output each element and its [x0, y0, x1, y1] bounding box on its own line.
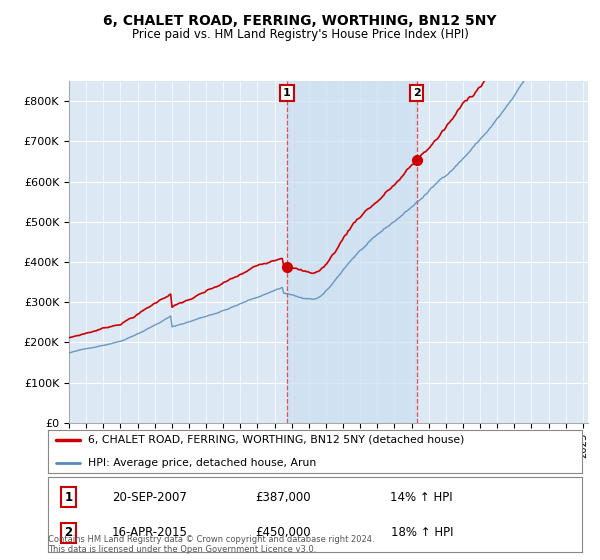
Text: £450,000: £450,000	[255, 526, 311, 539]
Text: 20-SEP-2007: 20-SEP-2007	[112, 491, 187, 504]
Text: 18% ↑ HPI: 18% ↑ HPI	[391, 526, 453, 539]
Text: 2: 2	[64, 526, 73, 539]
Text: Price paid vs. HM Land Registry's House Price Index (HPI): Price paid vs. HM Land Registry's House …	[131, 28, 469, 41]
Text: HPI: Average price, detached house, Arun: HPI: Average price, detached house, Arun	[88, 458, 316, 468]
Bar	[287, 81, 416, 423]
Text: 16-APR-2015: 16-APR-2015	[112, 526, 187, 539]
Text: Contains HM Land Registry data © Crown copyright and database right 2024.
This d: Contains HM Land Registry data © Crown c…	[48, 535, 374, 554]
Text: 6, CHALET ROAD, FERRING, WORTHING, BN12 5NY: 6, CHALET ROAD, FERRING, WORTHING, BN12 …	[103, 14, 497, 28]
Text: 2: 2	[413, 88, 421, 98]
Text: 1: 1	[64, 491, 73, 504]
Text: 6, CHALET ROAD, FERRING, WORTHING, BN12 5NY (detached house): 6, CHALET ROAD, FERRING, WORTHING, BN12 …	[88, 435, 464, 445]
Text: 1: 1	[283, 88, 291, 98]
Text: £387,000: £387,000	[255, 491, 311, 504]
Text: 14% ↑ HPI: 14% ↑ HPI	[391, 491, 453, 504]
